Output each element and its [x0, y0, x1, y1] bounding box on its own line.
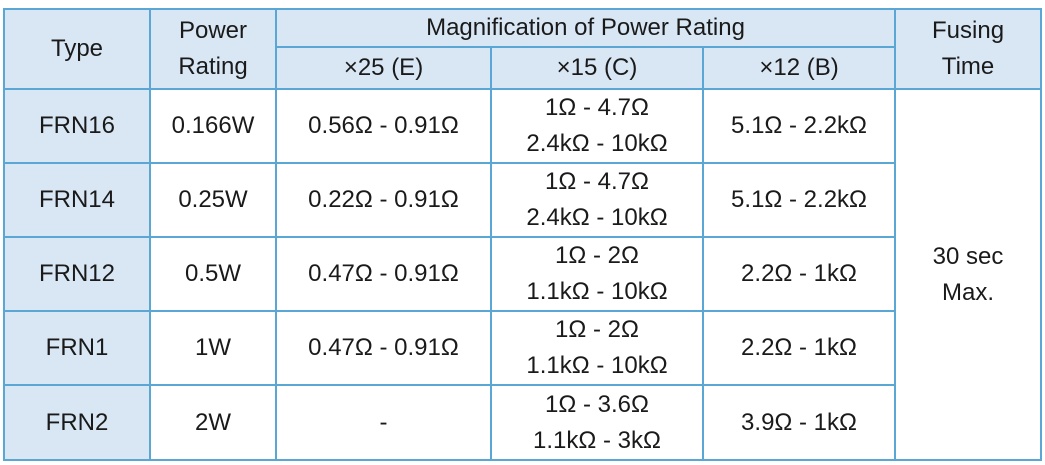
- header-type: Type: [3, 8, 151, 90]
- type-cell: FRN14: [3, 162, 151, 238]
- resistor-spec-table: Type Power Rating Magnification of Power…: [3, 8, 1043, 461]
- type-cell: FRN16: [3, 88, 151, 164]
- x15-line1: 1Ω - 4.7Ω: [545, 168, 649, 195]
- x12-cell: 5.1Ω - 2.2kΩ: [701, 88, 897, 164]
- fusing-time-cell: 30 sec Max.: [894, 88, 1043, 461]
- x15-line1: 1Ω - 2Ω: [555, 316, 639, 343]
- x15-cell: 1Ω - 4.7Ω 2.4kΩ - 10kΩ: [490, 162, 704, 238]
- type-cell: FRN1: [3, 310, 151, 386]
- power-cell: 1W: [149, 310, 277, 386]
- header-fusing-line2: Time: [941, 53, 995, 80]
- header-power-rating-line1: Power: [178, 17, 248, 44]
- x15-line2: 1.1kΩ - 10kΩ: [526, 352, 668, 379]
- table-row: FRN1 1W 0.47Ω - 0.91Ω 1Ω - 2Ω 1.1kΩ - 10…: [3, 310, 1041, 386]
- header-x25: ×25 (E): [275, 46, 492, 90]
- x25-cell: 0.56Ω - 0.91Ω: [275, 88, 492, 164]
- header-x12: ×12 (B): [701, 46, 897, 90]
- x25-cell: 0.22Ω - 0.91Ω: [275, 162, 492, 238]
- table-row: FRN2 2W - 1Ω - 3.6Ω 1.1kΩ - 3kΩ 3.9Ω - 1…: [3, 384, 1041, 461]
- power-cell: 0.5W: [149, 236, 277, 312]
- x12-cell: 5.1Ω - 2.2kΩ: [701, 162, 897, 238]
- table-row: FRN12 0.5W 0.47Ω - 0.91Ω 1Ω - 2Ω 1.1kΩ -…: [3, 236, 1041, 312]
- x15-cell: 1Ω - 2Ω 1.1kΩ - 10kΩ: [490, 310, 704, 386]
- x15-cell: 1Ω - 2Ω 1.1kΩ - 10kΩ: [490, 236, 704, 312]
- fusing-time-line2: Max.: [942, 278, 995, 306]
- x15-line2: 2.4kΩ - 10kΩ: [526, 130, 668, 157]
- table-row: FRN14 0.25W 0.22Ω - 0.91Ω 1Ω - 4.7Ω 2.4k…: [3, 162, 1041, 238]
- header-fusing-time: Fusing Time: [894, 8, 1043, 90]
- header-power-rating-line2: Rating: [178, 53, 248, 80]
- type-cell: FRN2: [3, 384, 151, 461]
- header-x15: ×15 (C): [490, 46, 704, 90]
- fusing-time-line1: 30 sec: [932, 242, 1004, 270]
- x12-cell: 3.9Ω - 1kΩ: [701, 384, 897, 461]
- x25-cell: 0.47Ω - 0.91Ω: [275, 236, 492, 312]
- x25-cell: 0.47Ω - 0.91Ω: [275, 310, 492, 386]
- x15-line2: 1.1kΩ - 3kΩ: [533, 426, 661, 454]
- power-cell: 0.25W: [149, 162, 277, 238]
- x12-cell: 2.2Ω - 1kΩ: [701, 236, 897, 312]
- x25-cell: -: [275, 384, 492, 461]
- power-cell: 0.166W: [149, 88, 277, 164]
- x15-line1: 1Ω - 3.6Ω: [545, 390, 649, 418]
- x15-line2: 1.1kΩ - 10kΩ: [526, 278, 668, 305]
- x15-cell: 1Ω - 3.6Ω 1.1kΩ - 3kΩ: [490, 384, 704, 461]
- header-magnification: Magnification of Power Rating: [274, 8, 897, 48]
- power-cell: 2W: [149, 384, 277, 461]
- header-fusing-line1: Fusing: [932, 17, 1005, 44]
- header-power-rating: Power Rating: [149, 8, 277, 90]
- type-cell: FRN12: [3, 236, 151, 312]
- x15-line1: 1Ω - 2Ω: [555, 242, 639, 269]
- x15-line2: 2.4kΩ - 10kΩ: [526, 204, 668, 231]
- table-row: FRN16 0.166W 0.56Ω - 0.91Ω 1Ω - 4.7Ω 2.4…: [3, 88, 1043, 461]
- x15-line1: 1Ω - 4.7Ω: [545, 94, 649, 121]
- x15-cell: 1Ω - 4.7Ω 2.4kΩ - 10kΩ: [490, 88, 704, 164]
- x12-cell: 2.2Ω - 1kΩ: [701, 310, 897, 386]
